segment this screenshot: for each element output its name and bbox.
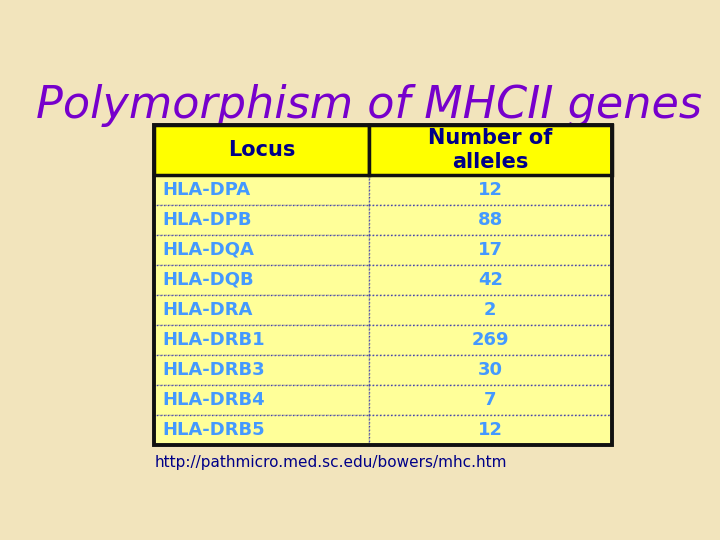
Text: 12: 12	[478, 181, 503, 199]
Bar	[369, 175, 612, 205]
Text: 269: 269	[472, 331, 509, 349]
Text: HLA-DRB4: HLA-DRB4	[163, 391, 265, 409]
Text: 7: 7	[484, 391, 497, 409]
Bar	[369, 325, 612, 355]
Bar	[369, 385, 612, 415]
Bar	[154, 125, 612, 446]
Text: 12: 12	[478, 421, 503, 439]
Bar	[154, 265, 369, 295]
Text: HLA-DPB: HLA-DPB	[163, 211, 252, 229]
Text: HLA-DQB: HLA-DQB	[163, 271, 254, 289]
Bar	[154, 235, 369, 265]
Bar	[369, 205, 612, 235]
Text: http://pathmicro.med.sc.edu/bowers/mhc.htm: http://pathmicro.med.sc.edu/bowers/mhc.h…	[154, 455, 507, 470]
Text: HLA-DQA: HLA-DQA	[163, 241, 254, 259]
Bar	[369, 355, 612, 385]
Text: 88: 88	[478, 211, 503, 229]
Text: 30: 30	[478, 361, 503, 379]
Bar	[154, 125, 369, 175]
Bar	[369, 265, 612, 295]
Bar	[369, 295, 612, 325]
Bar	[154, 385, 369, 415]
Bar	[369, 235, 612, 265]
Bar	[369, 415, 612, 445]
Bar	[154, 205, 369, 235]
Text: Polymorphism of MHCII genes: Polymorphism of MHCII genes	[36, 84, 702, 126]
Text: Number of
alleles: Number of alleles	[428, 129, 552, 172]
Text: 42: 42	[478, 271, 503, 289]
Bar	[154, 415, 369, 445]
Text: 17: 17	[478, 241, 503, 259]
Text: Locus: Locus	[228, 140, 295, 160]
Text: HLA-DRB5: HLA-DRB5	[163, 421, 265, 439]
Text: HLA-DRB1: HLA-DRB1	[163, 331, 265, 349]
Bar	[154, 355, 369, 385]
Text: 2: 2	[484, 301, 497, 319]
Bar	[154, 295, 369, 325]
Text: HLA-DRA: HLA-DRA	[163, 301, 253, 319]
Bar	[369, 125, 612, 175]
Text: HLA-DRB3: HLA-DRB3	[163, 361, 265, 379]
Text: HLA-DPA: HLA-DPA	[163, 181, 251, 199]
Bar	[154, 325, 369, 355]
Bar	[154, 175, 369, 205]
